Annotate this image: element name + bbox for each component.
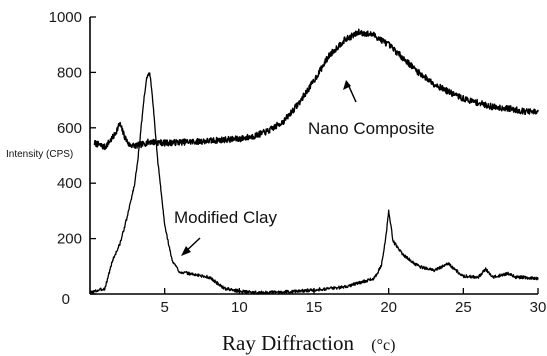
x-axis-label: Ray Diffraction (°c) xyxy=(222,331,395,355)
x-tick-label: 25 xyxy=(455,299,472,316)
x-axis-label-text: Ray Diffraction xyxy=(222,331,354,355)
x-tick-label: 30 xyxy=(530,299,547,316)
x-tick-label: 5 xyxy=(160,299,168,316)
annotation-nano-composite-arrowhead xyxy=(343,80,351,90)
annotation-modified-clay-arrowhead xyxy=(181,246,191,256)
y-axis-label: Intensity (CPS) xyxy=(6,149,73,160)
x-tick-label: 15 xyxy=(306,299,323,316)
series-line-nano-composite xyxy=(93,28,539,151)
x-tick-label: 20 xyxy=(380,299,397,316)
y-tick-label: 600 xyxy=(57,120,82,137)
annotation-nano-composite-label: Nano Composite xyxy=(308,119,435,138)
series-layer xyxy=(89,28,539,295)
y-tick-label: 800 xyxy=(57,64,82,81)
y-tick-label: 400 xyxy=(57,175,82,192)
axis-ticks: 0 200 400 600 800 1000 5 10 15 20 25 30 xyxy=(49,9,547,316)
y-tick-label: 1000 xyxy=(49,9,82,26)
annotation-modified-clay-label: Modified Clay xyxy=(174,208,277,227)
y-tick-label: 200 xyxy=(57,231,82,248)
annotation-nano-composite: Nano Composite xyxy=(308,80,435,138)
y-tick-label: 0 xyxy=(62,291,70,308)
x-axis-unit: (°c) xyxy=(371,337,395,354)
annotation-modified-clay: Modified Clay xyxy=(174,208,277,256)
x-tick-label: 10 xyxy=(231,299,248,316)
series-line-modified-clay xyxy=(89,72,539,295)
